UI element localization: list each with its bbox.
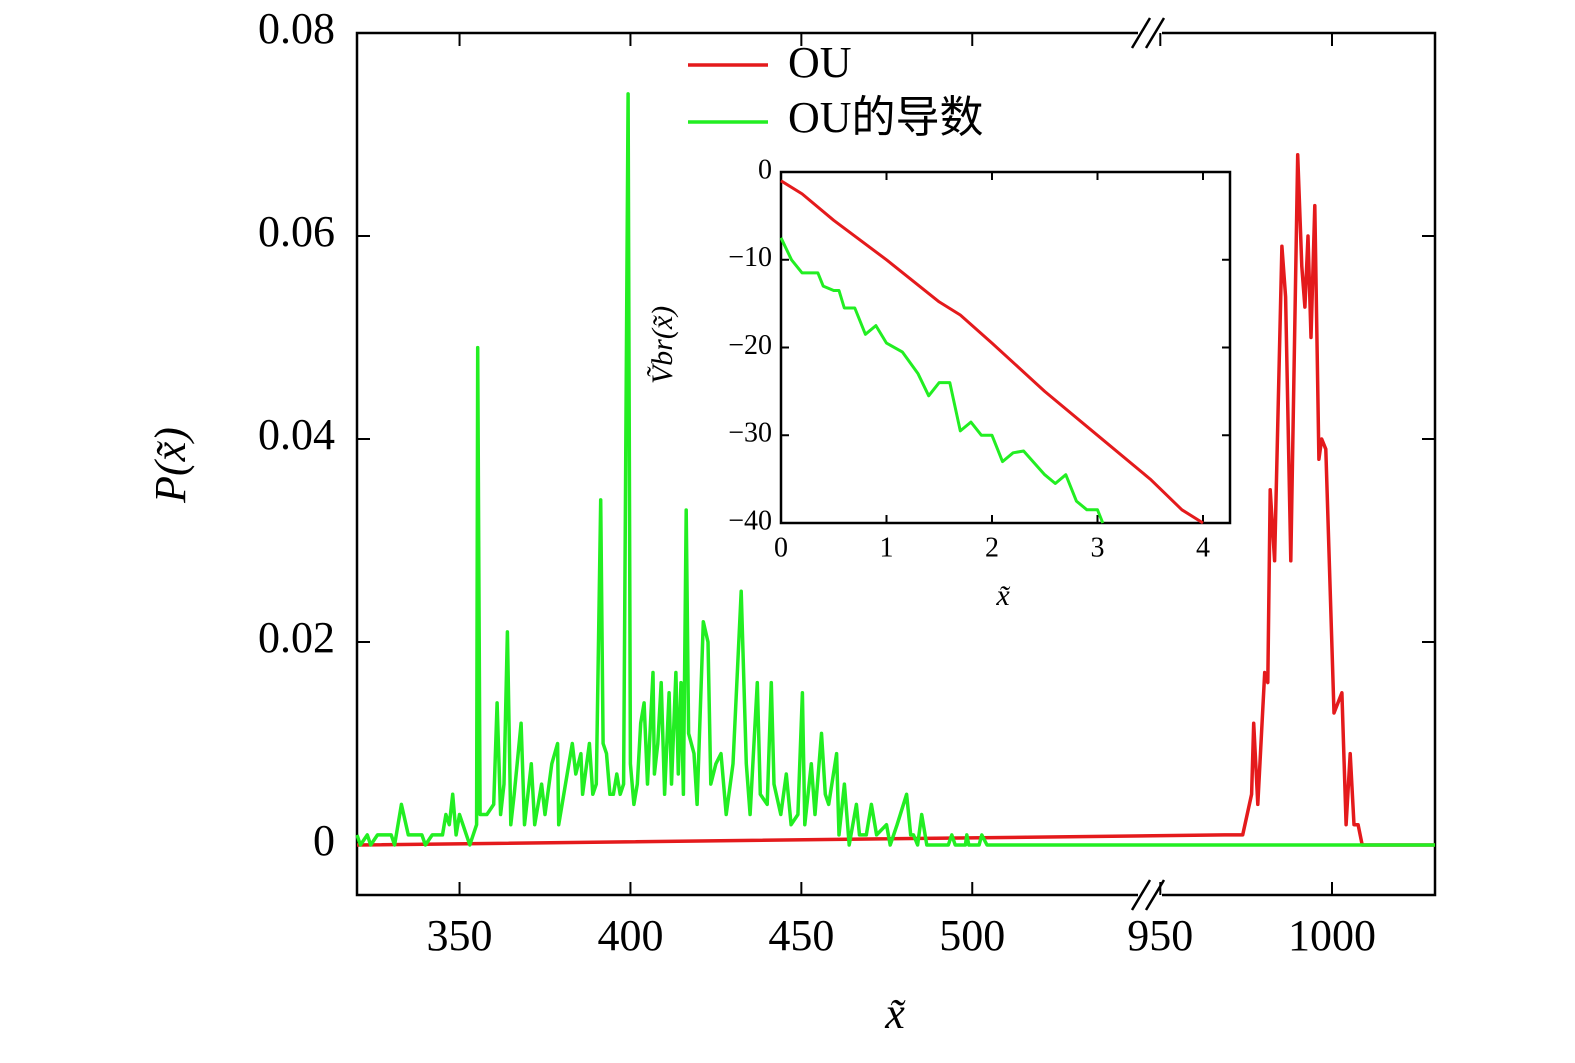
y-tick-label: −10 <box>728 242 772 273</box>
legend-label: OU <box>788 38 852 87</box>
y-tick-label: −40 <box>728 505 772 536</box>
y-tick-label: 0.02 <box>258 613 335 662</box>
y-tick-label: 0 <box>758 154 772 185</box>
x-tick-label: 450 <box>768 911 834 960</box>
inset-frame <box>779 170 1232 525</box>
x-tick-label: 0 <box>774 532 788 563</box>
x-tick-label: 1000 <box>1288 911 1376 960</box>
x-tick-label: 400 <box>597 911 663 960</box>
series-line <box>779 237 1105 524</box>
y-tick-label: −20 <box>728 330 772 361</box>
series-line <box>356 153 1435 847</box>
x-axis-label: x̃ <box>884 989 906 1038</box>
y-tick-label: −30 <box>728 418 772 449</box>
inset-y-label: Ṽbr(x̃) <box>646 306 679 384</box>
x-tick-label: 350 <box>427 911 493 960</box>
x-tick-label: 1 <box>879 532 893 563</box>
y-tick-label: 0.04 <box>258 410 335 459</box>
x-tick-label: 500 <box>939 911 1005 960</box>
x-tick-label: 2 <box>985 532 999 563</box>
legend-label: OU的导数 <box>788 93 984 142</box>
y-tick-label: 0.06 <box>258 207 335 256</box>
series-line <box>780 179 1204 525</box>
main-frame <box>355 31 1437 897</box>
x-tick-label: 3 <box>1090 532 1104 563</box>
y-tick-label: 0.08 <box>258 4 335 53</box>
y-tick-label: 0 <box>313 816 335 865</box>
x-tick-label: 4 <box>1196 532 1210 563</box>
y-axis-label: P(x̃) <box>146 427 195 504</box>
x-tick-label: 950 <box>1127 911 1193 960</box>
inset-x-label: x̃ <box>995 579 1010 612</box>
series-line <box>355 92 1435 847</box>
